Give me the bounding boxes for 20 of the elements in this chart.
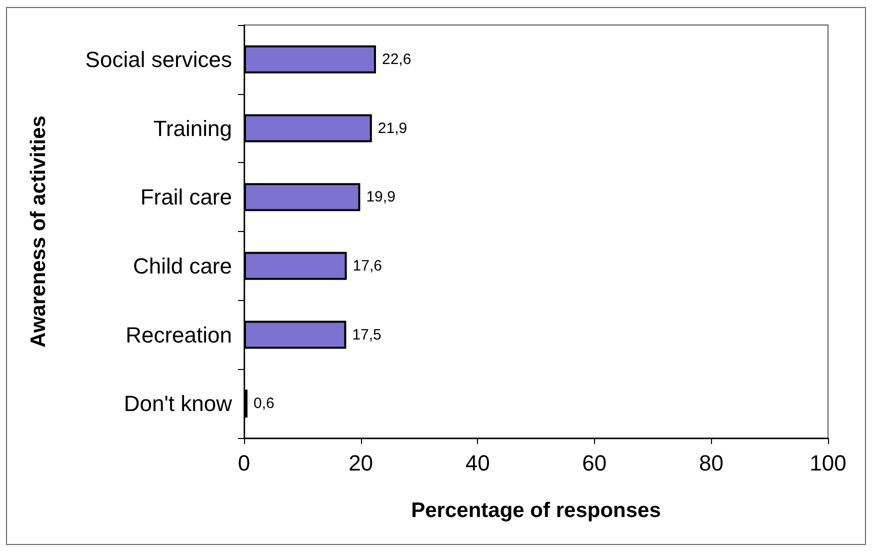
y-tick-label: Recreation — [126, 322, 232, 348]
data-label: 17,5 — [352, 326, 382, 344]
data-label: 17,6 — [352, 257, 382, 274]
y-tick-label: Don't know — [124, 391, 232, 416]
x-tick-label: 60 — [582, 450, 607, 476]
x-tick-label: 20 — [348, 450, 374, 476]
data-label: 19,9 — [366, 188, 396, 206]
x-tick-label: 0 — [238, 450, 250, 476]
y-tick-label: Social services — [85, 46, 232, 72]
x-tick-label: 40 — [465, 450, 490, 476]
y-axis-title: Awareness of activities — [27, 116, 50, 348]
x-axis-title: Percentage of responses — [411, 499, 661, 522]
y-tick-label: Frail care — [140, 184, 232, 210]
data-label: 21,9 — [378, 120, 408, 137]
y-tick-label: Training — [153, 116, 232, 141]
y-tick-label: Child care — [132, 253, 232, 278]
data-label: 0,6 — [254, 395, 274, 412]
x-tick-label: 80 — [698, 450, 724, 476]
x-tick-label: 100 — [810, 450, 846, 476]
data-label: 22,6 — [382, 50, 412, 68]
